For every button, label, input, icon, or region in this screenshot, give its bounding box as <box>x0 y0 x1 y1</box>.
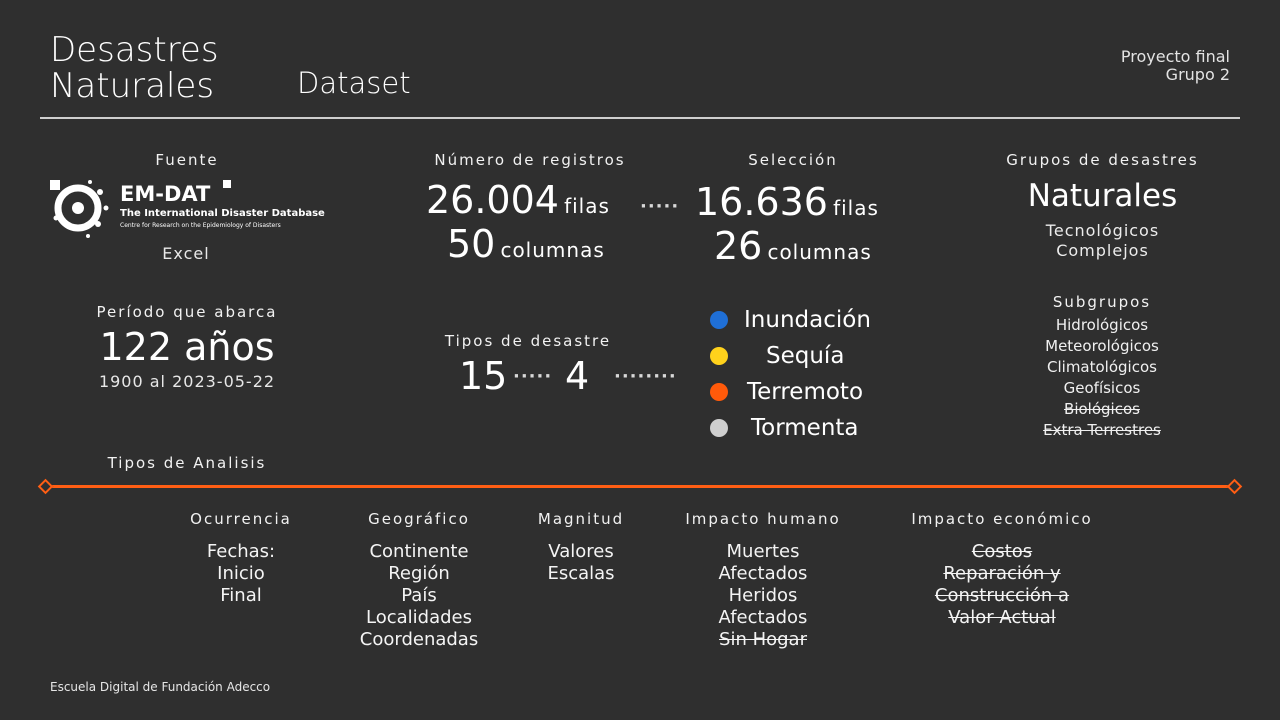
analysis-column-title: Magnitud <box>537 510 625 528</box>
analysis-item: Muertes <box>726 541 800 562</box>
project-line-2: Grupo 2 <box>1165 65 1230 84</box>
analysis-item: Final <box>220 585 262 606</box>
subgroup-item: Climatológicos <box>1047 358 1157 376</box>
header-divider <box>40 117 1240 119</box>
analysis-column-title: Impacto económico <box>911 510 1093 528</box>
subgroup-item: Meteorológicos <box>1045 337 1159 355</box>
types-connector-1: ····· <box>513 366 553 387</box>
types-selected: 4 <box>565 354 590 398</box>
analysis-item: Sin Hogar <box>719 629 807 650</box>
subgroup-item: Extra Terrestres <box>1043 421 1161 439</box>
analysis-column-items: Valores Escalas <box>471 541 691 585</box>
selection-cols-unit: columnas <box>767 240 872 264</box>
source-format: Excel <box>162 244 210 263</box>
analysis-item: Valor Actual <box>948 607 1056 628</box>
subgroup-item: Geofísicos <box>1063 379 1141 397</box>
emdat-logo: EM-DAT The International Disaster Databa… <box>48 178 328 244</box>
legend-dot-icon <box>710 419 728 437</box>
legend-dot-icon <box>710 311 728 329</box>
types-total: 15 <box>459 354 508 398</box>
analysis-label: Tipos de Analisis <box>107 454 267 472</box>
analysis-column-title: Geográfico <box>368 510 470 528</box>
groups-others: Tecnológicos Complejos <box>990 221 1215 261</box>
subgroups-list: Hidrológicos Meteorológicos Climatológicos… <box>1010 315 1194 441</box>
subgroups-label: Subgrupos <box>1052 293 1152 311</box>
analysis-column-title: Ocurrencia <box>190 510 292 528</box>
selection-rows: 16.636 filas <box>695 180 879 224</box>
diamond-left-icon <box>37 478 54 495</box>
legend-label: Terremoto <box>747 379 864 405</box>
records-cols: 50 columnas <box>447 222 605 266</box>
analysis-item: Reparación y <box>943 563 1061 584</box>
legend-label: Sequía <box>766 343 845 369</box>
analysis-item: Construcción a <box>934 585 1070 606</box>
groups-main: Naturales <box>1027 178 1178 214</box>
period-value: 122 años <box>99 325 275 369</box>
analysis-item: Región <box>388 563 450 584</box>
selection-label: Selección <box>748 151 838 169</box>
types-label: Tipos de desastre <box>444 332 612 350</box>
project-line-1: Proyecto final <box>1120 47 1230 66</box>
page-title: Desastres Naturales <box>50 32 219 104</box>
analysis-column-title: Impacto humano <box>685 510 841 528</box>
analysis-item: Fechas: <box>206 541 276 562</box>
footer-text: Escuela Digital de Fundación Adecco <box>50 680 271 694</box>
groups-label: Grupos de desastres <box>1006 151 1199 169</box>
legend-label: Inundación <box>744 307 871 333</box>
period-label: Período que abarca <box>96 303 278 321</box>
analysis-item: Afectados <box>718 607 808 628</box>
selection-rows-value: 16.636 <box>695 180 828 224</box>
selection-rows-unit: filas <box>833 196 879 220</box>
analysis-item: Coordenadas <box>359 629 479 650</box>
analysis-column-items: Continente Región País Localidades Coordenad… <box>309 541 529 651</box>
emdat-logo-sub1: The International Disaster Database <box>120 208 325 219</box>
records-cols-value: 50 <box>447 222 496 266</box>
analysis-item: País <box>401 585 437 606</box>
legend-item-sequia: Sequía <box>710 338 910 374</box>
emdat-globe-icon <box>50 180 109 238</box>
emdat-logo-sub2: Centre for Research on the Epidemiology … <box>120 222 281 229</box>
analysis-divider <box>45 485 1235 488</box>
analysis-item: Escalas <box>547 563 615 584</box>
analysis-item: Inicio <box>217 563 265 584</box>
records-cols-unit: columnas <box>500 238 605 262</box>
title-line-1: Desastres <box>50 30 219 70</box>
legend-dot-icon <box>710 383 728 401</box>
analysis-column-items: Costos Reparación y Construcción a Valor Ac… <box>892 541 1112 629</box>
records-rows-value: 26.004 <box>426 178 559 222</box>
types-connector-2: ········ <box>614 366 677 387</box>
records-rows-unit: filas <box>564 194 610 218</box>
legend-dot-icon <box>710 347 728 365</box>
page-subtitle: Dataset <box>297 66 411 100</box>
subgroup-item: Hidrológicos <box>1055 316 1149 334</box>
project-info: Proyecto final Grupo 2 <box>1121 48 1230 84</box>
analysis-item: Costos <box>971 541 1033 562</box>
records-label: Número de registros <box>434 151 626 169</box>
analysis-column-items: Fechas: Inicio Final <box>131 541 351 607</box>
analysis-item: Valores <box>548 541 614 562</box>
analysis-item: Heridos <box>728 585 798 606</box>
analysis-item: Continente <box>369 541 469 562</box>
emdat-logo-name: EM-DAT <box>120 182 211 206</box>
analysis-item: Localidades <box>366 607 472 628</box>
source-label: Fuente <box>155 151 219 169</box>
records-rows: 26.004 filas <box>426 178 610 222</box>
diamond-right-icon <box>1226 478 1243 495</box>
legend-label: Tormenta <box>751 415 859 441</box>
group-item: Tecnológicos <box>1045 221 1160 240</box>
disaster-legend: Inundación Sequía Terremoto Tormenta <box>710 302 910 446</box>
title-line-2: Naturales <box>50 66 215 106</box>
group-item: Complejos <box>1056 241 1149 260</box>
records-connector: ····· <box>640 196 680 217</box>
logo-square-icon <box>223 180 231 188</box>
subgroup-item: Biológicos <box>1064 400 1140 418</box>
selection-cols-value: 26 <box>714 224 763 268</box>
selection-cols: 26 columnas <box>714 224 872 268</box>
legend-item-tormenta: Tormenta <box>710 410 910 446</box>
period-range: 1900 al 2023-05-22 <box>98 372 276 391</box>
analysis-column-items: Muertes Afectados Heridos Afectados Sin Hoga… <box>653 541 873 651</box>
legend-item-terremoto: Terremoto <box>710 374 910 410</box>
analysis-item: Afectados <box>718 563 808 584</box>
legend-item-inundacion: Inundación <box>710 302 910 338</box>
